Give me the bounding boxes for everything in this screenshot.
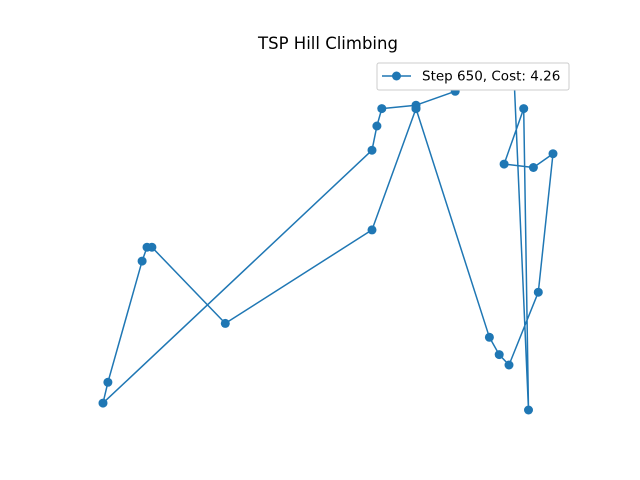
city-point: [220, 318, 230, 328]
city-point: [528, 163, 538, 172]
city-point: [137, 256, 147, 266]
city-point: [377, 104, 387, 114]
city-point: [367, 145, 377, 155]
city-point: [103, 377, 113, 387]
city-point: [98, 398, 108, 408]
chart-title: TSP Hill Climbing: [257, 34, 398, 53]
city-point: [548, 149, 558, 159]
city-point: [494, 350, 504, 360]
legend: Step 650, Cost: 4.26: [376, 62, 570, 91]
legend-label: Step 650, Cost: 4.26: [422, 69, 560, 85]
city-point: [504, 360, 514, 370]
city-point: [372, 121, 382, 131]
city-point: [533, 287, 543, 297]
city-point: [499, 159, 509, 169]
city-point: [519, 104, 529, 114]
plot-area: [98, 69, 558, 415]
city-point: [484, 332, 494, 342]
city-point: [411, 104, 421, 114]
city-point: [367, 225, 377, 235]
city-point: [524, 405, 533, 415]
city-point: [142, 242, 152, 252]
legend-marker-sample: [392, 71, 401, 81]
route-line: [102, 73, 554, 411]
legend-box: [376, 62, 570, 91]
